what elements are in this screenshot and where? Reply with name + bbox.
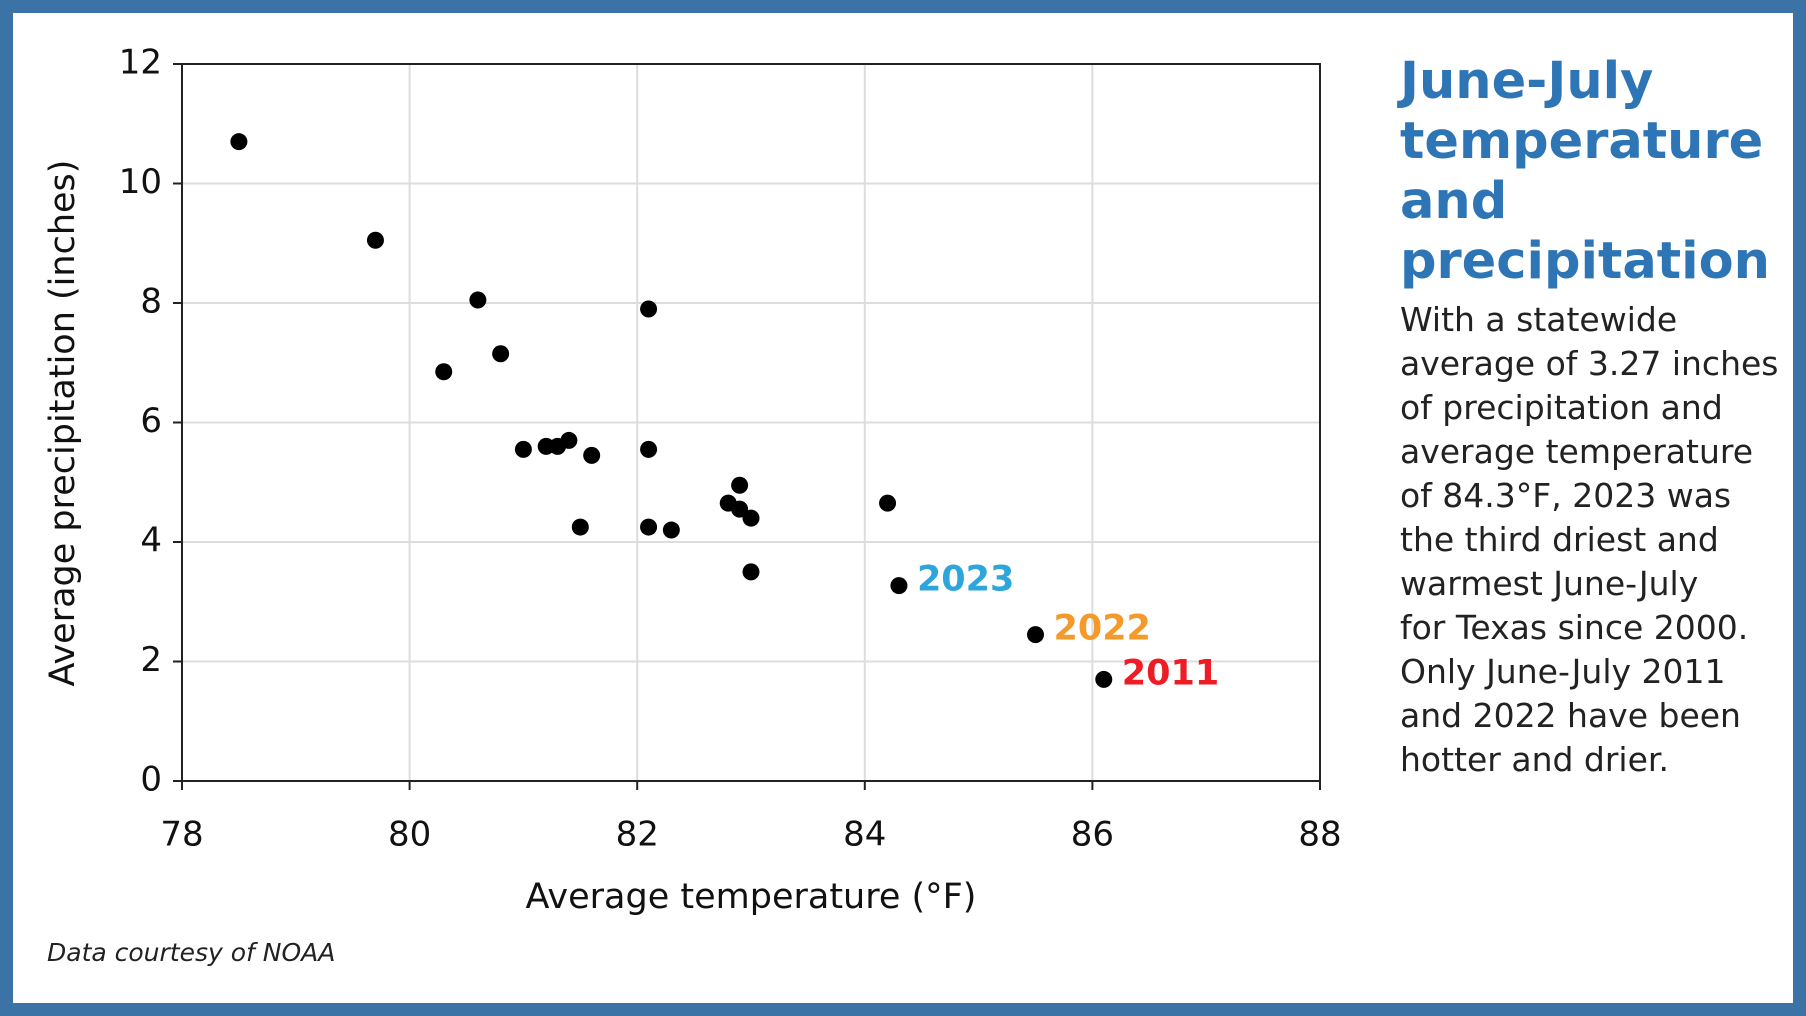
- sidebar-title: June-July temperature and precipitation: [1400, 52, 1770, 291]
- sidebar-line: Only June-July 2011: [1400, 652, 1726, 691]
- y-tick-label: 12: [119, 43, 162, 83]
- point: [366, 231, 384, 249]
- sidebar-line: and 2022 have been: [1400, 696, 1741, 735]
- point: [640, 300, 658, 318]
- point: [469, 291, 487, 309]
- point: [514, 440, 532, 458]
- point: [742, 563, 760, 581]
- point: [571, 518, 589, 536]
- annotation: 2011: [1122, 653, 1219, 693]
- point: [879, 494, 897, 512]
- point: [640, 440, 658, 458]
- x-tick-label: 80: [388, 815, 431, 855]
- x-tick-label: 78: [160, 815, 203, 855]
- y-tick-label: 10: [119, 162, 162, 202]
- x-axis-title: Average temperature (°F): [526, 877, 977, 917]
- x-tick-label: 84: [843, 815, 886, 855]
- y-tick-label: 2: [140, 640, 162, 680]
- point: [1027, 626, 1044, 644]
- plot-frame: [181, 63, 1321, 782]
- y-tick-label: 0: [140, 760, 162, 800]
- sidebar-line: warmest June-July: [1400, 564, 1699, 603]
- sidebar-body: With a statewide average of 3.27 inches of…: [1400, 298, 1790, 782]
- point: [731, 476, 749, 494]
- point: [230, 133, 248, 151]
- sidebar-line: for Texas since 2000.: [1400, 608, 1749, 647]
- point: [890, 577, 908, 595]
- x-tick-label: 86: [1071, 815, 1114, 855]
- point: [560, 431, 578, 449]
- annotation: 2023: [917, 560, 1014, 600]
- x-tick-label: 88: [1298, 815, 1341, 855]
- point: [492, 345, 510, 363]
- footnote: Data courtesy of NOAA: [47, 938, 336, 967]
- x-tick-label: 82: [616, 815, 659, 855]
- chart: Average temperature (°F) Average precipi…: [43, 43, 1342, 918]
- point: [1095, 670, 1113, 688]
- sidebar-line: of precipitation and: [1400, 388, 1723, 427]
- y-axis-title: Average precipitation (inches): [43, 160, 83, 687]
- point: [435, 363, 453, 381]
- sidebar-line: With a statewide: [1400, 300, 1678, 339]
- y-tick-label: 6: [140, 401, 162, 441]
- annotation: 2022: [1054, 609, 1151, 649]
- y-tick-label: 4: [140, 521, 162, 561]
- sidebar-line: hotter and drier.: [1400, 740, 1669, 779]
- sidebar-line: average temperature: [1400, 432, 1754, 471]
- point: [640, 518, 658, 536]
- point: [742, 509, 760, 527]
- sidebar-line: average of 3.27 inches: [1400, 344, 1779, 383]
- y-tick-label: 8: [140, 282, 162, 322]
- point: [662, 521, 680, 539]
- sidebar: June-July temperature and precipitation …: [1400, 52, 1790, 782]
- point: [583, 446, 601, 464]
- point: [731, 500, 749, 518]
- sidebar-line: of 84.3°F, 2023 was: [1400, 476, 1732, 515]
- sidebar-line: the third driest and: [1400, 520, 1719, 559]
